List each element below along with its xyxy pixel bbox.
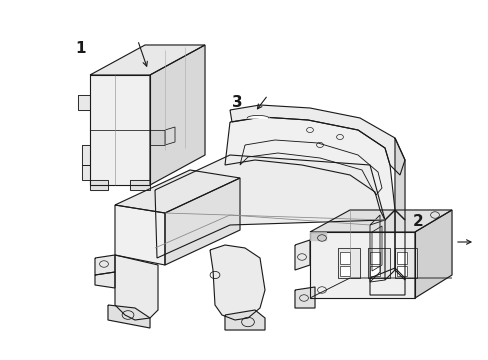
Polygon shape [371, 226, 381, 271]
Polygon shape [95, 255, 115, 275]
Polygon shape [414, 210, 451, 298]
Polygon shape [394, 138, 404, 220]
Polygon shape [130, 180, 150, 190]
Polygon shape [115, 255, 158, 320]
Polygon shape [339, 266, 349, 276]
Polygon shape [90, 180, 108, 190]
Polygon shape [90, 75, 150, 185]
Text: 2: 2 [412, 214, 423, 229]
Polygon shape [150, 45, 204, 185]
Polygon shape [394, 248, 416, 278]
Polygon shape [82, 145, 90, 165]
Polygon shape [396, 252, 406, 264]
Polygon shape [309, 232, 325, 240]
Polygon shape [90, 45, 204, 75]
Polygon shape [294, 287, 314, 308]
Polygon shape [369, 266, 379, 276]
Polygon shape [384, 210, 394, 280]
Polygon shape [209, 245, 264, 320]
Polygon shape [337, 248, 359, 278]
Polygon shape [164, 178, 240, 265]
Polygon shape [115, 205, 164, 265]
Polygon shape [78, 95, 90, 110]
Polygon shape [108, 305, 150, 328]
Polygon shape [339, 252, 349, 264]
Polygon shape [394, 210, 404, 280]
Polygon shape [367, 248, 389, 278]
Polygon shape [224, 117, 394, 220]
Text: 1: 1 [75, 41, 86, 56]
Polygon shape [309, 232, 414, 298]
Polygon shape [309, 210, 451, 232]
Polygon shape [82, 165, 90, 180]
Polygon shape [369, 215, 379, 282]
Text: 3: 3 [231, 95, 242, 110]
Polygon shape [115, 170, 240, 213]
Polygon shape [95, 272, 115, 288]
Polygon shape [150, 130, 164, 145]
Polygon shape [369, 252, 379, 264]
Polygon shape [229, 105, 404, 175]
Polygon shape [247, 116, 268, 118]
Polygon shape [396, 266, 406, 276]
Polygon shape [294, 240, 309, 270]
Polygon shape [224, 310, 264, 330]
Polygon shape [369, 268, 404, 295]
Polygon shape [155, 155, 384, 258]
